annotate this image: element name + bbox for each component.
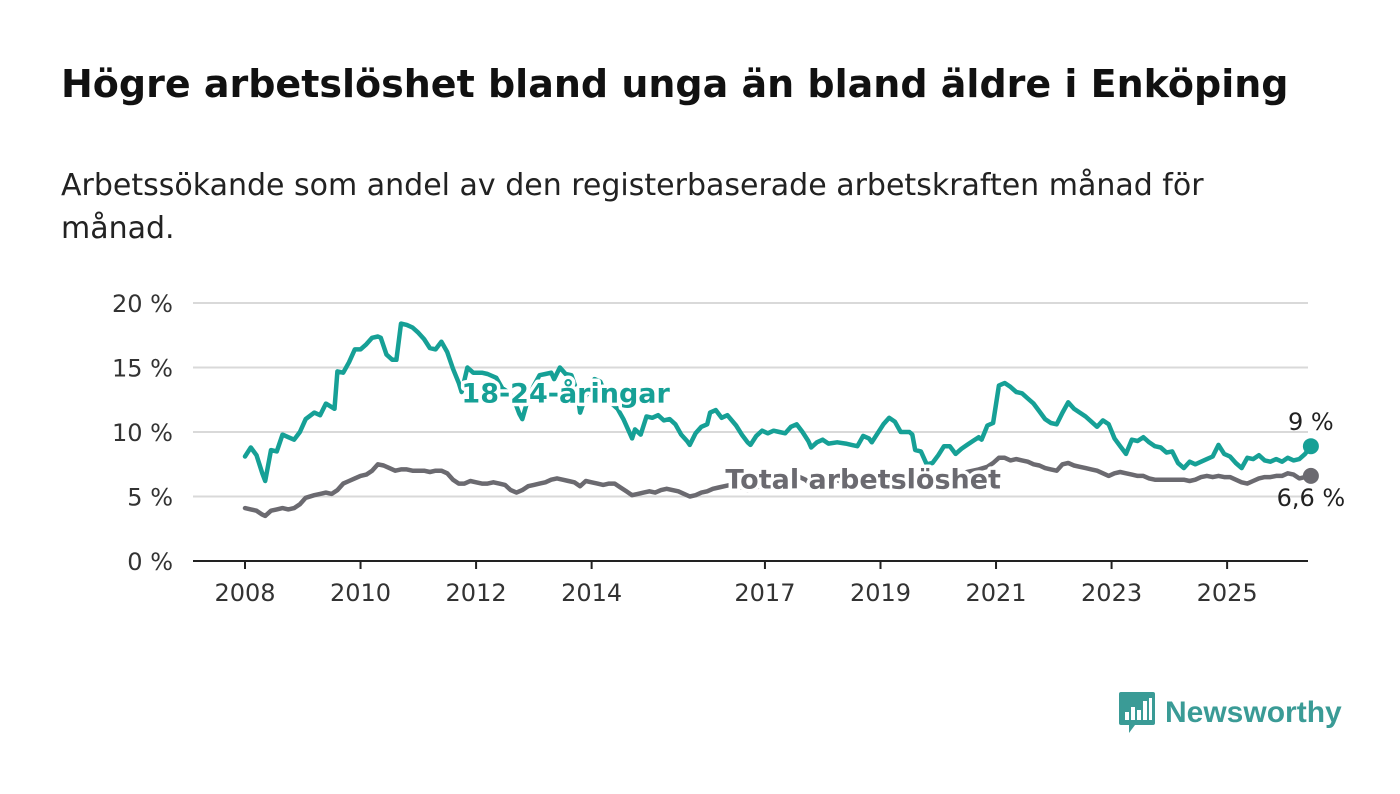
series-line-youth bbox=[242, 321, 1314, 484]
gridlines bbox=[193, 302, 1308, 498]
x-tick-label: 2021 bbox=[965, 579, 1026, 607]
y-tick-label: 5 % bbox=[127, 484, 173, 512]
series-label-halo: Total arbetslöshet bbox=[725, 465, 1001, 496]
y-tick-label: 20 % bbox=[112, 290, 173, 318]
newsworthy-logo: Newsworthy bbox=[1118, 690, 1342, 736]
x-tick-label: 2019 bbox=[850, 579, 911, 607]
x-tick-label: 2025 bbox=[1197, 579, 1258, 607]
x-tick-label: 2014 bbox=[561, 579, 622, 607]
series-label-total: Total arbetslöshet bbox=[725, 465, 1001, 496]
x-tick-label: 2012 bbox=[446, 579, 507, 607]
y-tick-label: 10 % bbox=[112, 419, 173, 447]
x-axis: 2008 2010 2012 2014 2017 2019 2021 2023 2025 bbox=[193, 560, 1308, 607]
y-axis-ticks: 0 % 5 % 10 % 15 % 20 % bbox=[112, 290, 173, 576]
series-label-youth: 18-24-åringar bbox=[461, 377, 670, 409]
brand-name: Newsworthy bbox=[1165, 696, 1342, 729]
end-point-total bbox=[1302, 467, 1319, 484]
x-tick-label: 2008 bbox=[214, 579, 275, 607]
bar-chart-speech-bubble-icon bbox=[1119, 692, 1155, 733]
chart-title: Högre arbetslöshet bland unga än bland ä… bbox=[61, 62, 1289, 106]
x-tick-label: 2023 bbox=[1081, 579, 1142, 607]
series-line-total bbox=[242, 455, 1314, 519]
end-point-youth bbox=[1302, 438, 1319, 455]
series-label-halo: 18-24-åringar bbox=[461, 377, 670, 409]
y-tick-label: 0 % bbox=[127, 548, 173, 576]
chart-subtitle: Arbetssökande som andel av den registerb… bbox=[61, 168, 1204, 246]
x-tick-label: 2010 bbox=[330, 579, 391, 607]
series-lines bbox=[242, 321, 1319, 519]
x-tick-label: 2017 bbox=[734, 579, 795, 607]
y-tick-label: 15 % bbox=[112, 355, 173, 383]
end-value-label-total: 6,6 % bbox=[1277, 484, 1346, 512]
end-value-label-youth: 9 % bbox=[1288, 408, 1334, 436]
